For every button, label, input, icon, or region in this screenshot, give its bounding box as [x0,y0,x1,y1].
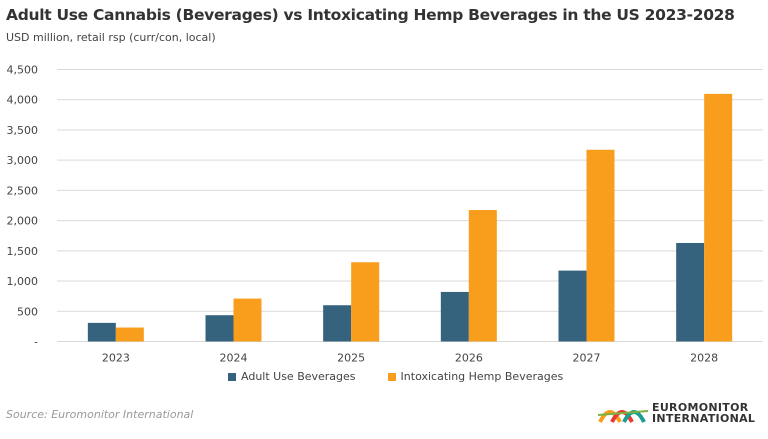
bar-hemp-2023 [115,327,144,342]
bar-hemp-2028 [704,93,733,342]
legend-swatch [387,372,396,381]
legend: Adult Use Beverages Intoxicating Hemp Be… [228,370,563,383]
bar-adult-use-2028 [676,242,705,342]
x-tick-label: 2027 [573,352,601,365]
legend-label: Adult Use Beverages [241,370,356,383]
x-tick-label: 2025 [337,352,365,365]
bar-adult-use-2023 [87,322,116,342]
y-tick-label: 2,000 [7,215,39,228]
bar-adult-use-2024 [205,315,234,342]
y-tick-label: 4,500 [7,64,39,77]
x-tick-label: 2028 [690,352,718,365]
y-tick-label: 3,000 [7,154,39,167]
legend-swatch [228,372,236,381]
bar-hemp-2024 [233,298,262,342]
x-tick-label: 2024 [220,352,248,365]
bar-hemp-2026 [468,210,497,342]
bar-adult-use-2027 [558,270,587,342]
y-tick-label: 500 [17,305,38,318]
y-tick-label: 2,500 [7,184,39,197]
y-tick-label: 1,500 [7,245,39,258]
x-tick-label: 2026 [455,352,483,365]
logo-line2: INTERNATIONAL [652,412,756,425]
chart-subtitle: USD million, retail rsp (curr/con, local… [6,31,216,44]
bar-hemp-2027 [586,149,615,342]
euromonitor-logo: EUROMONITOR INTERNATIONAL [598,402,755,424]
chart-title: Adult Use Cannabis (Beverages) vs Intoxi… [6,6,735,24]
legend-label: Intoxicating Hemp Beverages [400,370,564,383]
logo-line1: EUROMONITOR [652,401,749,414]
logo-arches-icon [598,410,648,423]
legend-item-adult-use: Adult Use Beverages [228,370,356,383]
bar-adult-use-2026 [440,291,469,342]
y-tick-label: 1,000 [7,275,39,288]
bar-adult-use-2025 [323,305,352,342]
y-tick-label: - [34,336,38,349]
x-tick-label: 2023 [102,352,130,365]
source-note: Source: Euromonitor International [6,408,194,421]
legend-item-hemp: Intoxicating Hemp Beverages [387,370,564,383]
y-tick-label: 3,500 [7,124,39,137]
y-tick-label: 4,000 [7,94,39,107]
bar-hemp-2025 [351,262,380,342]
